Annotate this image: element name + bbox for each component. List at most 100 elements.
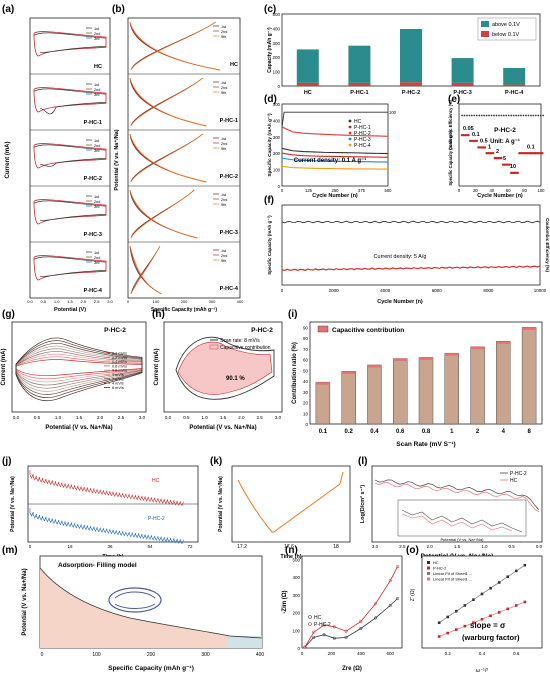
e-capacity-point bbox=[539, 152, 542, 155]
d-series-line bbox=[281, 152, 389, 158]
n-xtick: 200 bbox=[328, 651, 336, 656]
e-capacity-point bbox=[487, 152, 490, 155]
i-bar-cap bbox=[367, 364, 382, 368]
e-ce-point bbox=[493, 114, 495, 117]
o-legend-text: Linear Fit of Sheet1 ... bbox=[433, 571, 472, 576]
f-xtick: 0 bbox=[281, 288, 284, 293]
c-ylabel: Capacity (mAh g⁻¹) bbox=[267, 27, 273, 73]
n-point bbox=[388, 579, 392, 583]
m-fill-area bbox=[40, 568, 262, 648]
e-rate-label: 0.1 bbox=[472, 132, 480, 138]
n-nyquist-line bbox=[304, 566, 398, 648]
b-xtick: 300 bbox=[209, 299, 216, 304]
label-m: (m) bbox=[2, 545, 18, 556]
e-rate-label: 5 bbox=[503, 156, 506, 162]
panel-b: HC1st2nd5thP-HC-11st2nd5thP-HC-21st2nd5t… bbox=[113, 17, 244, 313]
a-ylabel: Current (mA) bbox=[5, 141, 11, 178]
e-capacity-point bbox=[521, 152, 524, 155]
a-cv-loop-red bbox=[33, 31, 107, 57]
panel-n-frame bbox=[301, 555, 403, 649]
n-ytick: 0 bbox=[297, 646, 300, 651]
c-ytick: 500 bbox=[272, 12, 280, 17]
i-bar bbox=[341, 371, 356, 425]
k-xtick: 17.6 bbox=[284, 544, 294, 550]
e-capacity-point bbox=[475, 139, 478, 143]
e-capacity-point bbox=[526, 152, 529, 155]
c-bar-below bbox=[296, 82, 319, 86]
i-ytick: 60 bbox=[303, 358, 309, 363]
panel-g-frame bbox=[11, 321, 147, 413]
b-legend-text: 1st bbox=[221, 193, 227, 197]
b-charge-curve bbox=[130, 189, 195, 239]
a-cv-loop-black bbox=[33, 200, 107, 221]
a-legend-text: 3rd bbox=[94, 205, 100, 209]
f-annotation: Current density: 5 A/g bbox=[374, 254, 427, 260]
o-legend-marker bbox=[427, 572, 430, 575]
e-capacity-point bbox=[472, 139, 475, 143]
o-point bbox=[480, 617, 484, 621]
c-legend-swatch-below bbox=[481, 31, 489, 37]
e-ce-point bbox=[539, 114, 542, 117]
d-series-line bbox=[281, 147, 389, 155]
a-xtick: 0.0 bbox=[27, 299, 33, 304]
o-legend-marker bbox=[427, 577, 430, 581]
i-ytick: 0 bbox=[305, 422, 308, 427]
h-capacitive-area bbox=[177, 341, 273, 395]
g-xtick: 1.0 bbox=[55, 415, 62, 420]
b-legend-text: 5th bbox=[221, 91, 226, 95]
b-discharge-curve bbox=[129, 133, 207, 183]
m-xtick: 0 bbox=[41, 652, 44, 658]
c-xcat: P-HC-2 bbox=[402, 90, 420, 96]
c-legend-above: above 0.1V bbox=[492, 22, 520, 28]
m-model-layers bbox=[114, 591, 156, 609]
g-xtick: 2.5 bbox=[118, 415, 125, 420]
b-legend-text: 1st bbox=[221, 25, 227, 29]
b-charge-curve bbox=[130, 77, 203, 127]
d-xtick: 125 bbox=[305, 188, 313, 193]
n-point bbox=[322, 623, 326, 627]
h-ylabel: Current (mA) bbox=[154, 348, 160, 385]
m-xlabel: Specific Capacity (mAh g⁻¹) bbox=[108, 665, 194, 672]
o-point bbox=[497, 611, 501, 614]
d-legend-marker bbox=[348, 137, 352, 141]
e-xtick: 60 bbox=[506, 188, 511, 193]
a-sample-label: HC bbox=[94, 64, 102, 70]
l-ylabel: Log(D/cm² s⁻¹) bbox=[359, 485, 366, 524]
a-cv-loop-black bbox=[33, 32, 107, 53]
o-point bbox=[463, 604, 467, 607]
b-legend-text: 2nd bbox=[221, 30, 227, 34]
i-bar bbox=[315, 381, 331, 425]
c-bar-above bbox=[296, 49, 319, 83]
b-sample-label: P-HC-4 bbox=[220, 286, 239, 292]
e-ce-point bbox=[480, 114, 483, 117]
i-ytick: 70 bbox=[303, 347, 309, 352]
o-ylabel: Z' (Ω) bbox=[410, 588, 416, 601]
o-point bbox=[523, 563, 527, 567]
c-xcat: P-HC-4 bbox=[505, 90, 524, 96]
o-point bbox=[446, 631, 450, 635]
n-legend-phc2: P-HC-2 bbox=[314, 622, 331, 628]
panel-b-frame bbox=[127, 17, 241, 299]
i-xcat: 0.8 bbox=[422, 429, 431, 435]
i-ytick: 90 bbox=[303, 325, 309, 330]
d-legend-text: P-HC-2 bbox=[354, 131, 371, 137]
b-legend-text: 2nd bbox=[221, 254, 227, 258]
b-xlabel: Specific Capacity (mAh g⁻¹) bbox=[151, 307, 217, 313]
e-xtick: 100 bbox=[538, 188, 546, 193]
b-charge-curve bbox=[130, 21, 216, 71]
i-ytick: 10 bbox=[303, 411, 309, 416]
j-xtick: 72 bbox=[187, 544, 193, 549]
e-capacity-point bbox=[495, 156, 498, 160]
d-ytick: 100 bbox=[273, 168, 281, 173]
g-xlabel: Potential (V vs. Na+/Na) bbox=[45, 425, 112, 431]
b-legend-text: 5th bbox=[221, 35, 226, 39]
panel-a: HC1st2nd3rdP-HC-11st2nd3rdP-HC-21st2nd3r… bbox=[5, 17, 114, 313]
label-f: (f) bbox=[264, 195, 274, 206]
b-legend-text: 1st bbox=[221, 81, 227, 85]
d-ytick: 400 bbox=[273, 118, 281, 123]
o-xtick: 0.6 bbox=[513, 651, 520, 656]
d-y2tick: 100 bbox=[389, 110, 397, 115]
e-ylabel2: Coulombic Efficiency (%) bbox=[448, 99, 453, 150]
h-annotation: 90.1 % bbox=[226, 376, 245, 382]
n-ytick: 500 bbox=[292, 558, 300, 563]
